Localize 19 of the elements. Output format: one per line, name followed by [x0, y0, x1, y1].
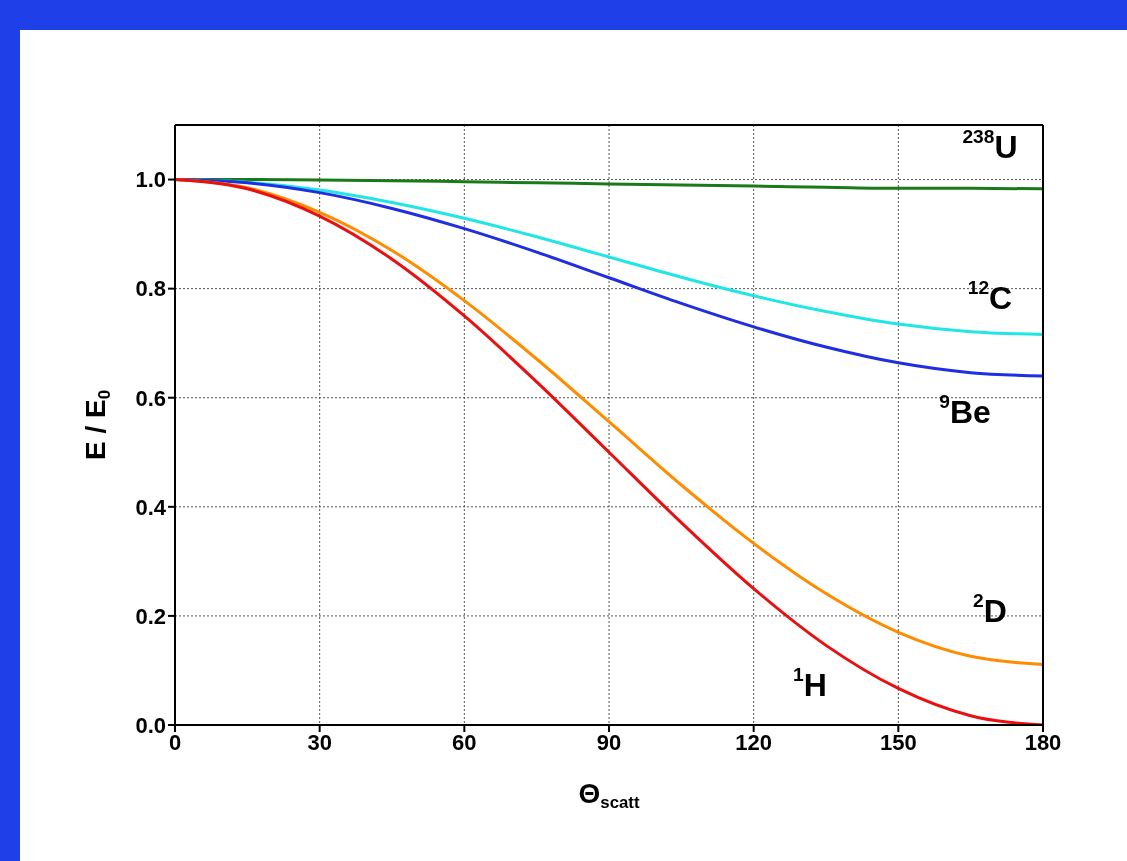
x-tick-label: 90 [596, 729, 622, 755]
y-tick-label: 0.2 [135, 603, 166, 629]
x-tick-label: 120 [735, 729, 773, 755]
y-tick-label: 0.6 [135, 385, 166, 411]
annotation: $^{9}$Be [939, 390, 991, 430]
y-tick-label: 0.0 [135, 712, 166, 738]
x-axis-title: Θ$_{scatt}$ [578, 777, 640, 812]
annotation: $^{1}$H [793, 664, 827, 703]
y-tick-label: 1.0 [135, 167, 166, 193]
x-tick-label: 0 [168, 729, 182, 755]
x-tick-label: 60 [452, 729, 477, 755]
y-tick-label: 0.8 [135, 276, 166, 302]
x-tick-label: 180 [1024, 729, 1062, 755]
x-tick-label: 150 [879, 729, 917, 755]
annotation: $^{2}$D [973, 590, 1007, 630]
y-tick-label: 0.4 [135, 494, 167, 520]
annotation: $^{12}$C [967, 277, 1013, 317]
annotation: $^{238}$U [962, 125, 1018, 165]
x-tick-label: 30 [307, 729, 332, 755]
